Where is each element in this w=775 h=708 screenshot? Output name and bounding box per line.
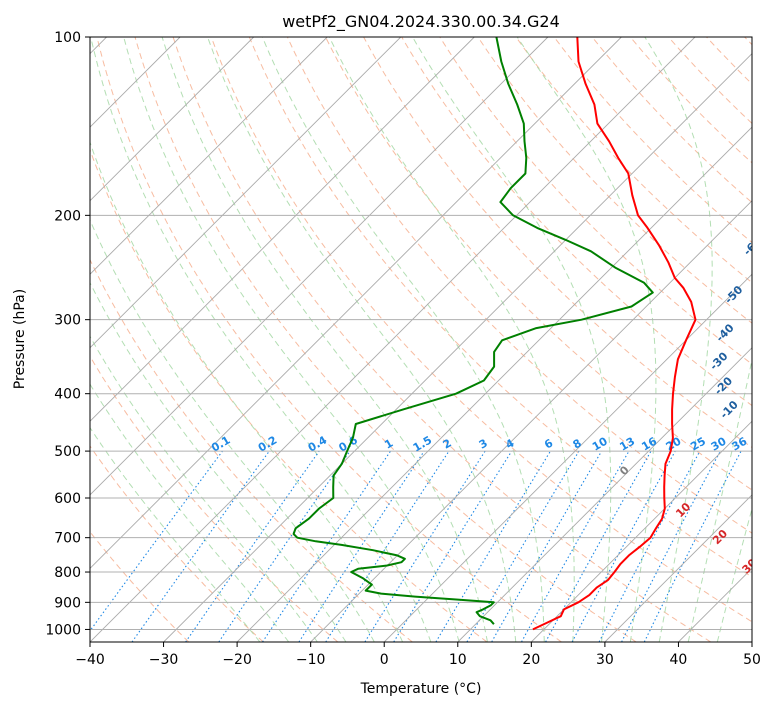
y-tick-label: 1000	[45, 622, 81, 638]
moist-adiabat	[412, 37, 612, 642]
isotherm	[90, 37, 328, 275]
isotherm	[90, 37, 475, 422]
y-tick-label: 300	[54, 313, 81, 329]
dry-adiabat	[90, 445, 264, 642]
x-tick-label: 40	[670, 652, 688, 668]
moist-adiabat	[516, 37, 657, 642]
x-tick-label: −10	[296, 652, 326, 668]
dewpoint-profile-line	[292, 37, 654, 625]
x-tick-label: 20	[522, 652, 540, 668]
moist-adiabat	[328, 37, 575, 642]
skewed-isotherms	[90, 37, 752, 642]
moist-adiabat	[90, 383, 290, 642]
mixing-ratio-line	[521, 450, 630, 642]
isotherm	[457, 347, 752, 642]
isotherm	[90, 37, 696, 642]
x-tick-label: 0	[380, 652, 389, 668]
isotherm	[163, 52, 752, 642]
mixing-ratio-line	[325, 450, 450, 642]
moist-adiabat	[90, 37, 432, 642]
temperature-profile-line	[532, 37, 697, 631]
x-tick-label: −20	[222, 652, 252, 668]
mixing-ratio-line	[643, 450, 742, 642]
y-tick-label: 500	[54, 444, 81, 460]
x-axis-label: Temperature (°C)	[360, 681, 482, 697]
moist-adiabat	[261, 37, 545, 642]
moist-adiabat	[90, 218, 375, 642]
moist-adiabat	[716, 506, 752, 642]
moist-adiabat	[90, 140, 404, 642]
isotherm	[530, 420, 752, 642]
moist-adiabat	[123, 37, 460, 642]
mixing-ratio-line	[262, 450, 391, 642]
x-tick-label: 50	[743, 652, 761, 668]
y-tick-label: 600	[54, 491, 81, 507]
moist-adiabat	[90, 335, 318, 642]
isotherm	[90, 37, 402, 349]
isotherm	[236, 126, 752, 642]
moist-adiabat	[207, 37, 517, 642]
moist-adiabats	[90, 37, 752, 642]
mixing-ratio-line	[571, 450, 676, 642]
mixing-ratio-line	[90, 450, 223, 632]
mixing-ratio-line	[185, 450, 320, 642]
dry-adiabat	[134, 37, 637, 642]
dry-adiabat	[96, 37, 562, 642]
y-axis-ticks: 100 200 300 400 500 600 700 800 900 1000	[45, 30, 90, 638]
x-tick-label: −40	[75, 652, 105, 668]
y-tick-label: 400	[54, 387, 81, 403]
axes-frame	[89, 36, 753, 643]
dry-adiabat	[90, 258, 413, 642]
mixing-ratio-line	[218, 450, 351, 642]
isotherm	[90, 37, 549, 496]
moist-adiabat	[644, 37, 713, 642]
dry-adiabat	[90, 355, 339, 642]
y-tick-label: 100	[54, 30, 81, 46]
y-axis-label: Pressure (hPa)	[12, 289, 28, 389]
isotherm	[90, 37, 622, 570]
isotherm	[604, 494, 752, 642]
x-tick-label: 30	[596, 652, 614, 668]
dry-adiabat	[248, 37, 752, 578]
dry-adiabat	[325, 37, 752, 491]
dry-adiabat-label: -60	[741, 235, 764, 258]
moist-adiabat	[90, 426, 261, 642]
mixing-ratio-line	[393, 450, 513, 642]
y-tick-label: 700	[54, 531, 81, 547]
x-tick-label: −30	[149, 652, 179, 668]
dry-adiabat	[172, 37, 712, 642]
mixing-ratio-line	[545, 450, 652, 642]
dry-adiabat	[286, 37, 752, 534]
dry-adiabats	[90, 37, 752, 642]
x-axis-ticks: −40 −30 −20 −10 0 10 20 30 40 50	[75, 642, 761, 668]
mixing-ratio-lines	[90, 450, 742, 642]
moist-adiabat	[90, 281, 347, 642]
dry-adiabat	[210, 37, 752, 623]
moist-adiabat	[687, 357, 752, 642]
isotherm	[310, 200, 752, 642]
x-tick-label: 10	[449, 652, 467, 668]
mixing-ratio-line	[298, 450, 425, 642]
chart-title: wetPf2_GN04.2024.330.00.34.G24	[282, 12, 560, 32]
y-tick-label: 800	[54, 565, 81, 581]
y-tick-label: 900	[54, 595, 81, 611]
profile-lines	[292, 37, 697, 631]
moist-adiabat	[161, 37, 488, 642]
isobar-gridlines	[90, 37, 752, 630]
isotherm	[90, 37, 255, 202]
mixing-ratio-line	[131, 450, 270, 642]
y-tick-label: 200	[54, 208, 81, 224]
